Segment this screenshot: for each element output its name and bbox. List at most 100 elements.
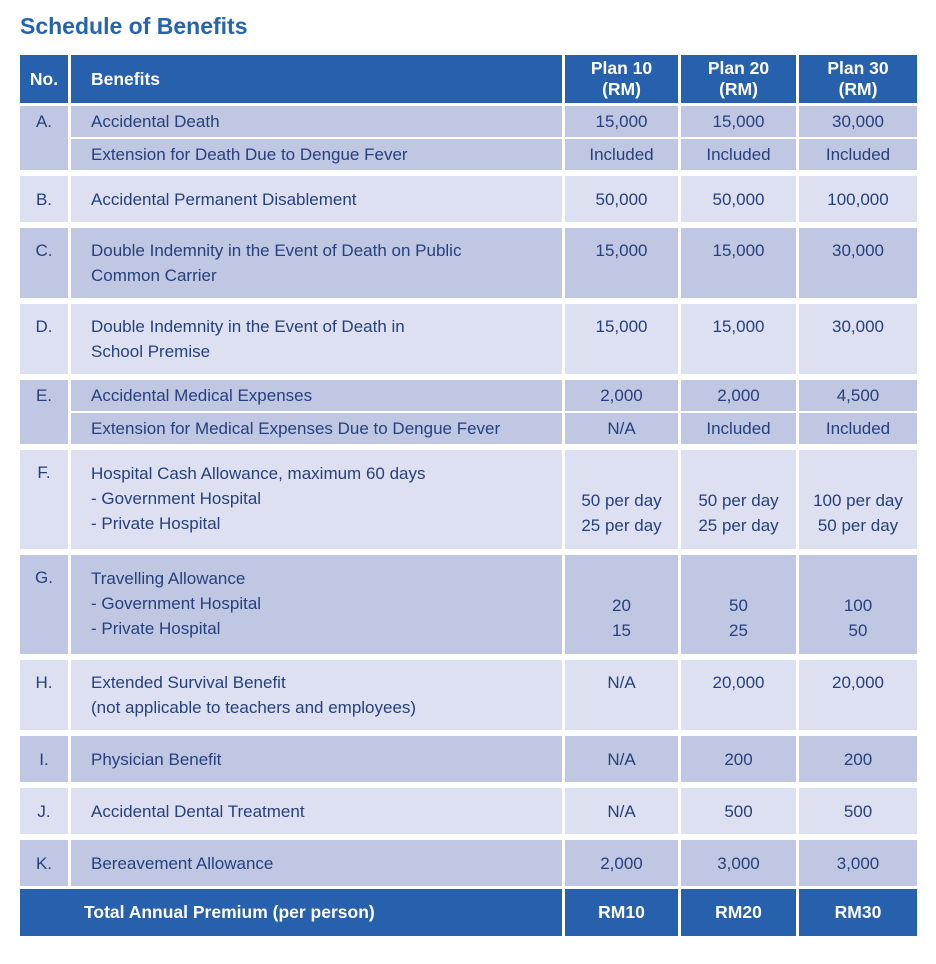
value-text: 15,000 xyxy=(712,112,765,131)
value-cell: 2,000 xyxy=(565,840,678,886)
value-text: 30,000 xyxy=(832,317,884,336)
benefit-text: (not applicable to teachers and employee… xyxy=(91,698,417,717)
value-cell: 15,000 xyxy=(565,106,678,137)
row-letter: F. xyxy=(20,450,68,549)
value-cell: 2,000 xyxy=(681,380,796,411)
footer-value-plan-20: RM20 xyxy=(681,889,796,936)
value-text: 50,000 xyxy=(712,189,765,209)
row-group: I. Physician Benefit N/A 200 200 xyxy=(20,736,917,782)
row-group: J. Accidental Dental Treatment N/A 500 500 xyxy=(20,788,917,834)
value-cell: 3,000 xyxy=(799,840,917,886)
row-stack: Accidental Dental Treatment N/A 500 500 xyxy=(71,788,917,834)
row-stack: Travelling Allowance - Government Hospita… xyxy=(71,555,917,654)
value-text: 30,000 xyxy=(832,241,884,260)
row-stack: Accidental Permanent Disablement 50,000 50… xyxy=(71,176,917,222)
value-cell: 100,000 xyxy=(799,176,917,222)
value-cell: 2,000 xyxy=(565,380,678,411)
row-group: B. Accidental Permanent Disablement 50,000… xyxy=(20,176,917,222)
value-text: 50 xyxy=(848,621,868,640)
value-text: 3,000 xyxy=(717,853,760,873)
benefit-text: - Private Hospital xyxy=(91,619,221,638)
benefit-row: Double Indemnity in the Event of Death o… xyxy=(71,228,917,298)
header-cell-plan-30: Plan 30 (RM) xyxy=(799,55,917,103)
value-text: 500 xyxy=(724,801,753,821)
benefit-row: Bereavement Allowance 2,000 3,000 3,000 xyxy=(71,840,917,886)
value-cell: N/A xyxy=(565,413,678,444)
benefit-cell: Accidental Permanent Disablement xyxy=(71,176,562,222)
value-text: 20,000 xyxy=(832,673,884,692)
value-text: N/A xyxy=(607,801,636,821)
value-cell: 200 xyxy=(681,736,796,782)
value-cell: 100 50 xyxy=(799,555,917,654)
value-cell: 200 xyxy=(799,736,917,782)
row-stack: Double Indemnity in the Event of Death o… xyxy=(71,228,917,298)
benefit-row: Extension for Death Due to Dengue Fever I… xyxy=(71,139,917,170)
row-letter: E. xyxy=(20,380,68,444)
plan-30-unit: (RM) xyxy=(838,79,878,99)
value-cell: 20,000 xyxy=(799,660,917,730)
benefit-text: Bereavement Allowance xyxy=(91,853,274,873)
value-cell: Included xyxy=(799,139,917,170)
value-text: 15,000 xyxy=(595,112,648,131)
row-letter: B. xyxy=(20,176,68,222)
benefit-cell: Extended Survival Benefit (not applicable… xyxy=(71,660,562,730)
table-body: A. Accidental Death 15,000 15,000 30,000 Exte… xyxy=(20,106,917,886)
value-cell: 500 xyxy=(681,788,796,834)
plan-20-title: Plan 20 xyxy=(707,58,770,78)
benefit-row: Travelling Allowance - Government Hospita… xyxy=(71,555,917,654)
value-cell: 15,000 xyxy=(565,228,678,298)
value-text: 100 xyxy=(843,596,873,615)
value-text: 15,000 xyxy=(712,317,765,336)
value-cell: 20 15 xyxy=(565,555,678,654)
benefit-row: Accidental Dental Treatment N/A 500 500 xyxy=(71,788,917,834)
value-text: 2,000 xyxy=(600,853,643,873)
value-text: 50 xyxy=(729,596,748,615)
value-cell: 50,000 xyxy=(681,176,796,222)
row-group: D. Double Indemnity in the Event of Death… xyxy=(20,304,917,374)
footer-label: Total Annual Premium (per person) xyxy=(20,889,562,936)
row-letter: I. xyxy=(20,736,68,782)
value-text: 50 per day xyxy=(698,491,779,510)
benefit-cell: Double Indemnity in the Event of Death i… xyxy=(71,304,562,374)
benefit-text: Physician Benefit xyxy=(91,749,222,769)
value-cell: Included xyxy=(799,413,917,444)
row-letter: C. xyxy=(20,228,68,298)
value-text: 4,500 xyxy=(836,386,880,405)
value-text: N/A xyxy=(607,749,636,769)
table-header-row: No. Benefits Plan 10 (RM) Plan 20 (RM) P… xyxy=(20,55,917,103)
value-cell: 30,000 xyxy=(799,304,917,374)
value-text: 15,000 xyxy=(595,241,648,260)
value-cell: Included xyxy=(565,139,678,170)
benefit-cell: Double Indemnity in the Event of Death o… xyxy=(71,228,562,298)
value-cell: 50 per day 25 per day xyxy=(681,450,796,549)
value-text: Included xyxy=(706,145,771,164)
value-text: Included xyxy=(825,145,891,164)
value-text: 25 per day xyxy=(698,516,779,535)
value-cell: 3,000 xyxy=(681,840,796,886)
value-text: 25 per day xyxy=(581,516,662,535)
value-text: 2,000 xyxy=(600,386,643,405)
benefit-cell: Extension for Death Due to Dengue Fever xyxy=(71,139,562,170)
benefit-row: Extended Survival Benefit (not applicable… xyxy=(71,660,917,730)
benefit-cell: Hospital Cash Allowance, maximum 60 days… xyxy=(71,450,562,549)
value-cell: 50 per day 25 per day xyxy=(565,450,678,549)
value-text: 200 xyxy=(724,749,753,769)
row-letter: A. xyxy=(20,106,68,170)
value-cell: 30,000 xyxy=(799,106,917,137)
row-letter: G. xyxy=(20,555,68,654)
value-cell: 15,000 xyxy=(681,228,796,298)
value-cell: 4,500 xyxy=(799,380,917,411)
benefit-text: Accidental Permanent Disablement xyxy=(91,189,357,209)
row-group: A. Accidental Death 15,000 15,000 30,000 Exte… xyxy=(20,106,917,170)
footer-value-plan-10: RM10 xyxy=(565,889,678,936)
benefit-row: Double Indemnity in the Event of Death i… xyxy=(71,304,917,374)
row-stack: Accidental Death 15,000 15,000 30,000 Extens… xyxy=(71,106,917,170)
value-text: Included xyxy=(825,419,891,438)
value-text: 15,000 xyxy=(595,317,648,336)
value-text: N/A xyxy=(607,673,636,692)
benefit-cell: Bereavement Allowance xyxy=(71,840,562,886)
value-text: 50,000 xyxy=(595,189,648,209)
row-stack: Physician Benefit N/A 200 200 xyxy=(71,736,917,782)
benefit-text: Travelling Allowance xyxy=(91,569,246,588)
benefit-row: Extension for Medical Expenses Due to De… xyxy=(71,413,917,444)
